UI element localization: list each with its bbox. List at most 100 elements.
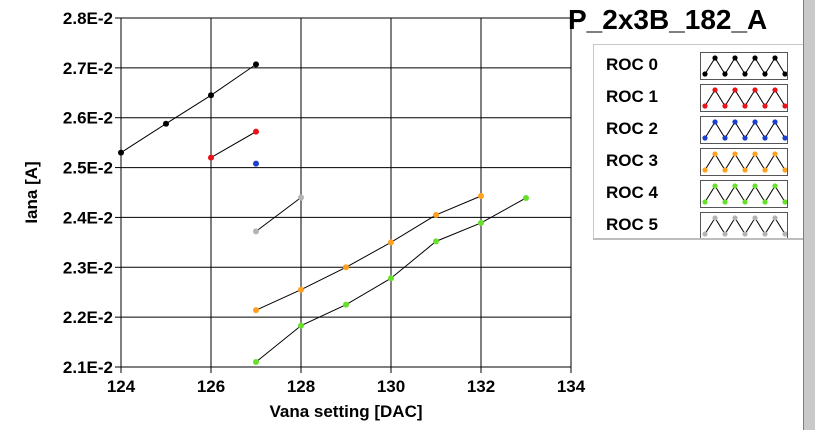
y-axis-title: Iana [A] bbox=[22, 161, 41, 223]
x-axis: 124 126 128 130 132 134 bbox=[107, 367, 586, 396]
window-edge bbox=[804, 0, 815, 430]
legend-item: ROC 4 bbox=[594, 179, 804, 208]
data-point bbox=[253, 61, 259, 68]
y-tick-label: 2.4E-2 bbox=[63, 208, 113, 227]
legend-swatch-marker bbox=[752, 183, 758, 189]
data-point bbox=[253, 359, 259, 366]
legend-label: ROC 5 bbox=[606, 215, 658, 234]
data-point bbox=[208, 154, 214, 161]
y-axis: 2.1E-2 2.2E-2 2.3E-2 2.4E-2 2.5E-2 2.6E-2 2.7E… bbox=[63, 9, 121, 377]
legend-swatch-marker bbox=[732, 55, 738, 61]
legend: ROC 0 ROC 1 ROC 2 ROC 3 ROC 4 ROC 5 bbox=[593, 44, 804, 240]
legend-title: P_2x3B_182_A bbox=[568, 4, 768, 35]
legend-swatch bbox=[700, 212, 788, 240]
y-tick-label: 2.8E-2 bbox=[63, 9, 113, 28]
series-line bbox=[255, 197, 302, 232]
legend-swatch-marker bbox=[732, 119, 738, 125]
legend-swatch-marker bbox=[712, 151, 718, 157]
legend-swatch-marker bbox=[732, 151, 738, 157]
y-tick-label: 2.5E-2 bbox=[63, 159, 113, 178]
legend-swatch-graphic bbox=[702, 87, 788, 109]
legend-swatch-marker bbox=[762, 231, 768, 237]
data-point bbox=[298, 286, 304, 293]
data-point bbox=[253, 307, 259, 314]
data-point bbox=[343, 301, 349, 308]
data-point bbox=[433, 238, 439, 245]
y-tick-label: 2.1E-2 bbox=[63, 358, 113, 377]
legend-swatch-marker bbox=[782, 231, 788, 237]
legend-swatch-marker bbox=[742, 103, 748, 109]
legend-swatch-marker bbox=[782, 71, 788, 77]
series-roc-5 bbox=[253, 194, 304, 235]
y-tick-label: 2.2E-2 bbox=[63, 308, 113, 327]
legend-swatch-marker bbox=[772, 119, 778, 125]
legend-swatch-graphic bbox=[702, 183, 788, 205]
data-point bbox=[343, 264, 349, 271]
legend-swatch-marker bbox=[712, 183, 718, 189]
legend-swatch-graphic bbox=[702, 151, 788, 173]
legend-swatch-marker bbox=[702, 103, 708, 109]
legend-item: ROC 3 bbox=[594, 147, 804, 176]
series-line bbox=[210, 131, 257, 159]
legend-swatch-marker bbox=[742, 231, 748, 237]
legend-swatch-marker bbox=[772, 183, 778, 189]
legend-swatch-graphic bbox=[702, 215, 788, 237]
x-tick-label: 124 bbox=[107, 377, 136, 396]
series-roc-4 bbox=[253, 194, 529, 366]
y-tick-label: 2.3E-2 bbox=[63, 258, 113, 277]
legend-swatch-marker bbox=[772, 55, 778, 61]
legend-swatch-marker bbox=[762, 199, 768, 205]
series-group bbox=[118, 61, 529, 366]
legend-swatch-marker bbox=[702, 199, 708, 205]
legend-swatch-graphic bbox=[702, 119, 788, 141]
data-point bbox=[118, 149, 124, 156]
x-axis-title: Vana setting [DAC] bbox=[269, 402, 422, 421]
grid bbox=[121, 18, 571, 367]
legend-swatch bbox=[700, 116, 788, 144]
legend-swatch-marker bbox=[742, 71, 748, 77]
legend-item: ROC 0 bbox=[594, 51, 804, 80]
legend-item: ROC 1 bbox=[594, 83, 804, 112]
legend-swatch-marker bbox=[752, 215, 758, 221]
legend-swatch bbox=[700, 180, 788, 208]
legend-swatch-marker bbox=[782, 103, 788, 109]
legend-swatch-marker bbox=[712, 215, 718, 221]
data-point bbox=[523, 194, 529, 201]
legend-swatch-marker bbox=[762, 135, 768, 141]
x-tick-label: 130 bbox=[377, 377, 405, 396]
legend-swatch-marker bbox=[722, 199, 728, 205]
y-tick-label: 2.7E-2 bbox=[63, 59, 113, 78]
data-point bbox=[478, 192, 484, 199]
legend-swatch-marker bbox=[762, 71, 768, 77]
x-tick-label: 128 bbox=[287, 377, 315, 396]
series-roc-0 bbox=[118, 61, 259, 156]
data-point bbox=[208, 92, 214, 99]
x-tick-label: 126 bbox=[197, 377, 225, 396]
legend-item: ROC 2 bbox=[594, 115, 804, 144]
legend-swatch-marker bbox=[772, 87, 778, 93]
y-tick-label: 2.6E-2 bbox=[63, 109, 113, 128]
legend-swatch-marker bbox=[732, 183, 738, 189]
legend-swatch-marker bbox=[722, 103, 728, 109]
legend-label: ROC 1 bbox=[606, 87, 658, 106]
legend-swatch-marker bbox=[742, 199, 748, 205]
legend-swatch-marker bbox=[722, 231, 728, 237]
legend-swatch bbox=[700, 148, 788, 176]
legend-swatch-marker bbox=[762, 103, 768, 109]
data-point bbox=[388, 275, 394, 282]
data-point bbox=[478, 219, 484, 226]
legend-item: ROC 5 bbox=[594, 211, 804, 240]
data-point bbox=[253, 228, 259, 235]
legend-label: ROC 2 bbox=[606, 119, 658, 138]
legend-swatch-marker bbox=[712, 87, 718, 93]
data-point bbox=[163, 120, 169, 127]
series-line bbox=[120, 63, 257, 154]
legend-swatch-marker bbox=[782, 199, 788, 205]
legend-swatch-marker bbox=[702, 167, 708, 173]
series-line bbox=[255, 195, 482, 311]
series-roc-3 bbox=[253, 192, 484, 314]
legend-swatch-marker bbox=[732, 215, 738, 221]
legend-swatch-marker bbox=[742, 135, 748, 141]
legend-swatch-marker bbox=[702, 135, 708, 141]
